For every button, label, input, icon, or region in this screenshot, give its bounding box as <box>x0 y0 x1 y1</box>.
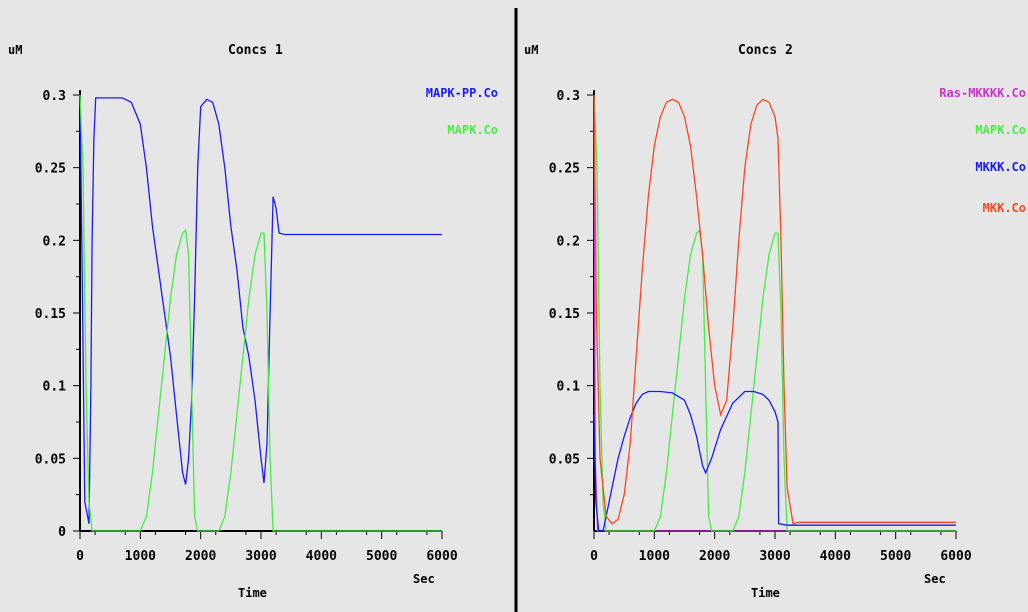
x-axis-unit: Sec <box>413 572 435 586</box>
legend-entry-mapk-co: MAPK.Co <box>975 123 1026 137</box>
y-tick-label: 0.15 <box>549 307 580 322</box>
series-line-mkk-co <box>593 94 956 525</box>
x-tick-label: 0 <box>76 549 84 564</box>
y-tick-label: 0.3 <box>557 89 580 104</box>
series-line-mkkk-co <box>593 390 956 532</box>
x-tick-label: 5000 <box>366 549 397 564</box>
x-tick-label: 1000 <box>125 549 156 564</box>
chart-panel-concs-1: uM Concs 1 0 1000 2000 3000 4000 5000 6000 0 0.0… <box>8 43 498 600</box>
y-tick-label: 0.3 <box>43 89 66 104</box>
y-unit-label: uM <box>524 43 538 57</box>
legend-entry-mkkk-co: MKKK.Co <box>975 160 1026 174</box>
y-tick-label: 0.05 <box>35 452 66 467</box>
x-tick-label: 6000 <box>426 549 457 564</box>
series-line-mapk-co <box>593 94 956 532</box>
x-tick-label: 5000 <box>880 549 911 564</box>
y-unit-label: uM <box>8 43 22 57</box>
x-axis-label: Time <box>238 586 267 600</box>
series-group <box>79 94 442 532</box>
chart-title: Concs 1 <box>228 43 283 58</box>
y-tick-label: 0.15 <box>35 307 66 322</box>
x-tick-label: 4000 <box>306 549 337 564</box>
y-tick-label: 0.05 <box>549 452 580 467</box>
x-axis-unit: Sec <box>924 572 946 586</box>
legend: Ras-MKKKK.Co MAPK.Co MKKK.Co MKK.Co <box>939 86 1026 215</box>
x-tick-label: 4000 <box>820 549 851 564</box>
y-tick-label: 0.25 <box>549 162 580 177</box>
y-tick-label: 0.1 <box>557 380 581 395</box>
legend-entry-mkk-co: MKK.Co <box>983 201 1026 215</box>
y-tick-label: 0.25 <box>35 162 66 177</box>
x-tick-label: 1000 <box>639 549 670 564</box>
x-tick-label: 3000 <box>759 549 790 564</box>
legend-entry-mapk-pp-co: MAPK-PP.Co <box>426 86 498 100</box>
x-tick-label: 3000 <box>245 549 276 564</box>
series-group <box>593 94 956 532</box>
x-tick-label: 2000 <box>185 549 216 564</box>
y-tick-label: 0.2 <box>557 234 580 249</box>
chart-panel-concs-2: uM Concs 2 0 1000 2000 3000 4000 5000 6000 0.05… <box>524 43 1026 600</box>
y-tick-label: 0.2 <box>43 234 66 249</box>
y-tick-label: 0.1 <box>43 380 67 395</box>
x-tick-label: 6000 <box>940 549 971 564</box>
x-tick-label: 2000 <box>699 549 730 564</box>
legend: MAPK-PP.Co MAPK.Co <box>426 86 498 137</box>
series-line-ras-mkkkk-co <box>593 94 956 532</box>
y-tick-label: 0 <box>58 525 66 540</box>
chart-title: Concs 2 <box>738 43 793 58</box>
series-line-mapk-pp-co <box>79 94 442 524</box>
legend-entry-ras-mkkkk-co: Ras-MKKKK.Co <box>939 86 1026 100</box>
x-axis-label: Time <box>751 586 780 600</box>
series-line-mapk-co <box>79 94 442 532</box>
legend-entry-mapk-co: MAPK.Co <box>447 123 498 137</box>
x-tick-label: 0 <box>590 549 598 564</box>
